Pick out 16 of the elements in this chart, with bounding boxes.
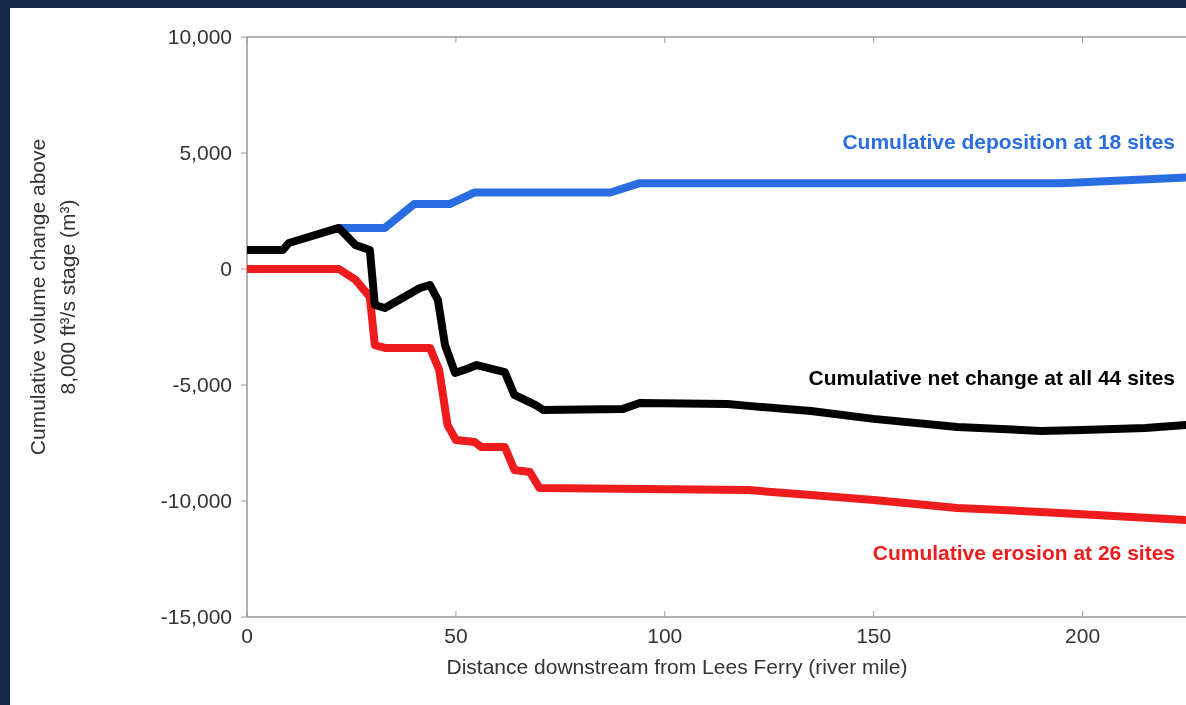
- series-label: Cumulative erosion at 26 sites: [872, 541, 1175, 565]
- y-tick-label: 5,000: [179, 141, 232, 165]
- x-tick-label: 200: [1065, 624, 1101, 647]
- x-tick-label: 0: [241, 624, 253, 647]
- x-tick-label: 100: [647, 624, 683, 647]
- y-axis-title: Cumulative volume change above 8,000 ft³/s stage (m³): [26, 138, 79, 456]
- y-tick-label: -5,000: [172, 373, 232, 397]
- x-tick-label: 150: [856, 624, 892, 647]
- y-tick-label: 0: [220, 257, 232, 281]
- y-tick-label: -10,000: [160, 489, 232, 513]
- y-tick-label: -15,000: [160, 605, 232, 629]
- x-tick-label: 50: [444, 624, 468, 647]
- series-label: Cumulative net change at all 44 sites: [808, 365, 1175, 389]
- series-label: Cumulative deposition at 18 sites: [842, 130, 1175, 154]
- y-tick-label: 10,000: [167, 25, 232, 49]
- x-axis-title: Distance downstream from Lees Ferry (river mile): [446, 655, 908, 678]
